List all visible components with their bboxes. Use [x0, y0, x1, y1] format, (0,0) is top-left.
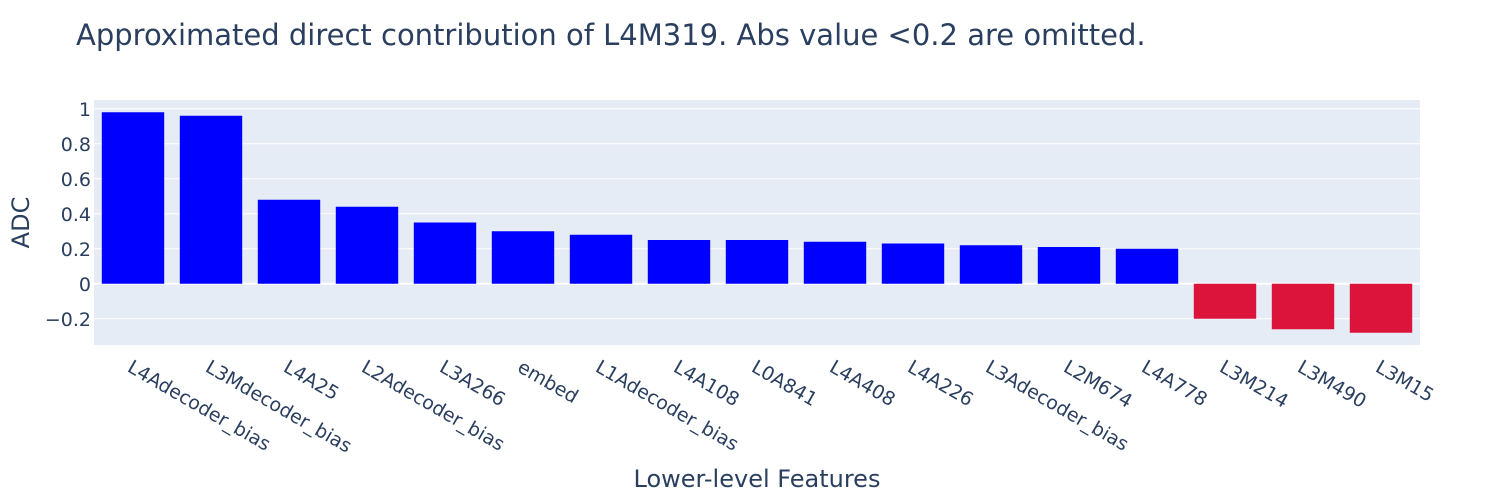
bar-L4A408 — [803, 241, 867, 284]
bar-L3A266 — [413, 222, 477, 284]
bar-L2Adecoder_bias — [335, 206, 399, 284]
bar-L1Adecoder_bias — [569, 234, 633, 284]
y-tick-label: 0.8 — [61, 134, 91, 156]
x-tick-label: L4A25 — [280, 356, 343, 405]
y-axis-title: ADC — [7, 197, 35, 249]
y-tick-label: 1 — [79, 99, 91, 121]
bar-L3M15 — [1349, 283, 1413, 333]
bar-L4A226 — [881, 243, 945, 284]
x-tick-label: L3M214 — [1216, 356, 1292, 413]
x-tick-label: L1Adecoder_bias — [592, 356, 743, 456]
bar-L4A778 — [1115, 248, 1179, 284]
chart-title: Approximated direct contribution of L4M3… — [76, 18, 1146, 52]
bar-L3M214 — [1193, 283, 1257, 319]
bar-embed — [491, 231, 555, 284]
x-tick-label: L4A778 — [1138, 356, 1211, 411]
bar-L4A108 — [647, 240, 711, 284]
y-tick-label: 0.6 — [61, 169, 91, 191]
bar-L0A841 — [725, 240, 789, 284]
y-tick-label: −0.2 — [45, 309, 91, 331]
bar-L3M490 — [1271, 283, 1335, 330]
bar-L4A25 — [257, 199, 321, 284]
bar-L2M674 — [1037, 247, 1101, 284]
x-tick-label: L0A841 — [748, 356, 821, 411]
x-tick-label: L3Adecoder_bias — [982, 356, 1133, 456]
y-tick-label: 0.4 — [61, 204, 91, 226]
y-tick-label: 0.2 — [61, 239, 91, 261]
x-tick-label: L3Mdecoder_bias — [202, 356, 356, 457]
bars — [101, 112, 1413, 333]
x-tick-label: L4A408 — [826, 356, 899, 411]
x-tick-label: L4A226 — [904, 356, 977, 411]
x-axis-title: Lower-level Features — [634, 465, 881, 493]
bar-L4Adecoder_bias — [101, 112, 165, 284]
bar-L3Mdecoder_bias — [179, 115, 243, 284]
y-axis-ticks: 1 0.8 0.6 0.4 0.2 0 −0.2 — [45, 99, 91, 331]
x-tick-label: L3M15 — [1372, 356, 1438, 407]
x-tick-label: L3M490 — [1294, 356, 1370, 413]
x-tick-label: embed — [514, 356, 582, 408]
bar-L3Adecoder_bias — [959, 245, 1023, 284]
x-tick-label: L4Adecoder_bias — [124, 356, 275, 456]
x-tick-label: L2Adecoder_bias — [358, 356, 509, 456]
y-tick-label: 0 — [79, 274, 91, 296]
